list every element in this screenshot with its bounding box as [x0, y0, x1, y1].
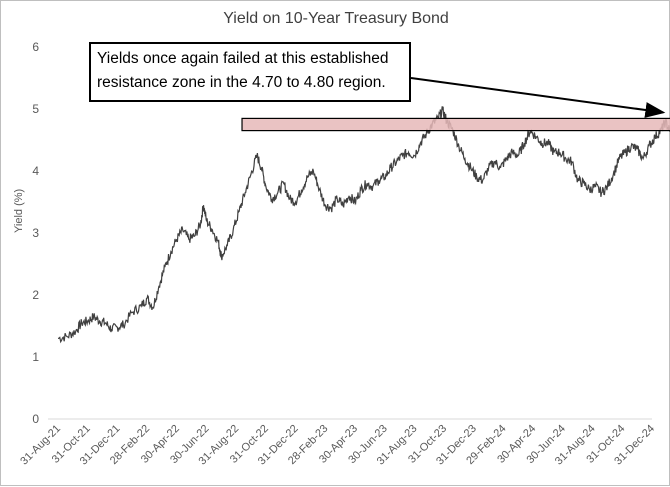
y-tick-label-0: 0	[32, 412, 39, 426]
y-tick-label-1: 1	[32, 350, 39, 364]
chart-title: Yield on 10-Year Treasury Bond	[223, 10, 449, 27]
series-line-0	[57, 106, 670, 344]
resistance-zone	[241, 117, 670, 132]
annotation-arrow	[410, 77, 666, 118]
x-tick-labels: 31-Aug-2131-Oct-2131-Dec-2128-Feb-2230-A…	[18, 423, 657, 468]
y-tick-labels: 0 1 2 3 4 5 6	[32, 40, 39, 426]
annotation-box: Yields once again failed at this establi…	[89, 42, 411, 102]
y-tick-label-3: 3	[32, 226, 39, 240]
y-tick-label-5: 5	[32, 102, 39, 116]
series-group	[57, 106, 670, 344]
annotation-line-1: Yields once again failed at this establi…	[97, 50, 389, 67]
annotation-line-2: resistance zone in the 4.70 to 4.80 regi…	[97, 74, 386, 91]
y-tick-label-2: 2	[32, 288, 39, 302]
y-tick-label-6: 6	[32, 40, 39, 54]
y-tick-label-4: 4	[32, 164, 39, 178]
